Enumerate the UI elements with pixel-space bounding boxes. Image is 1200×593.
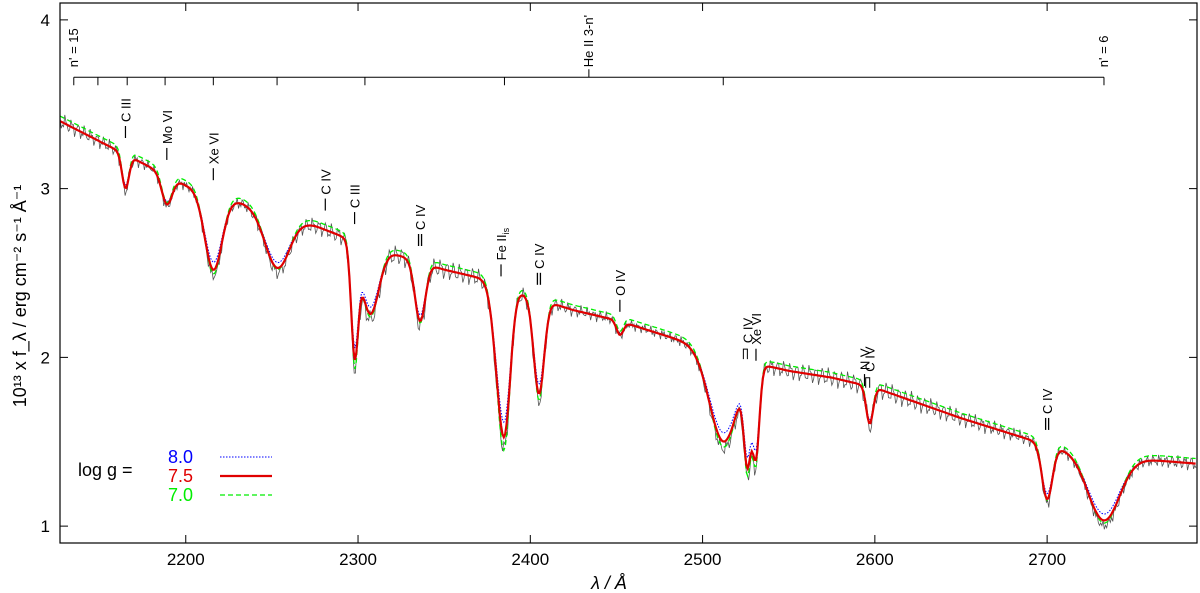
line-id-c-iv: C IV [863,346,878,388]
line-id-c-iv: C IV [413,204,428,246]
line-id-c-iii: C III [348,184,363,225]
legend: log g = 8.07.57.0 [78,447,272,505]
line-id-c-iv: C IV [532,243,547,285]
x-axis-title: λ / Å [590,573,627,593]
line-id-label: Mo VI [160,110,175,144]
series-7-5-line [59,120,1196,522]
line-id-label: C III [118,98,133,122]
axes-layer: 2200 2300 2400 2500 2600 2700 1 2 3 4 [41,3,1197,569]
line-id-label: C IV [740,317,755,343]
he-ii-right-label: n' = 6 [1096,35,1111,67]
series-7-0-line [59,115,1196,524]
he-ii-series-layer: n' = 15 He II 3-n' n' = 6 [66,15,1111,86]
line-id-o-iv: O IV [613,269,628,312]
line-id-label: N V [858,348,873,370]
y-tick-label: 4 [41,11,50,30]
legend-label-8-0: 8.0 [168,447,193,467]
legend-label-7-5: 7.5 [168,466,193,486]
x-tick-label: 2700 [1028,550,1066,569]
line-id-label: O IV [613,269,628,295]
line-id-label: C III [348,184,363,208]
series-observed-line [59,114,1197,530]
x-tick-label: 2600 [856,550,894,569]
line-id-c-iv: C IV [1040,388,1055,430]
y-tick-label: 3 [41,180,50,199]
line-id-label: C IV [413,204,428,230]
line-id-c-iii: C III [118,98,133,138]
y-tick-label: 2 [41,348,50,367]
line-id-fe-ii: Fe IIis [494,227,511,277]
he-ii-left-label: n' = 15 [66,28,81,67]
y-axis-title: 10¹³ x f_λ / erg cm⁻² s⁻¹ Å⁻¹ [10,185,31,408]
line-id-xe-vi: Xe VI [206,132,221,181]
line-id-label: C IV [532,243,547,269]
line-id-n-v: N V [858,348,873,387]
y-tick-label: 1 [41,517,50,536]
line-id-label: Xe VI [206,132,221,164]
line-id-c-iv: C IV [740,317,755,360]
plot-frame [59,2,1198,544]
x-tick-label: 2500 [684,550,722,569]
line-id-xe-vi: Xe VI [749,313,764,361]
x-tick-label: 2200 [167,550,205,569]
line-id-label: C IV [318,169,333,195]
x-tick-label: 2300 [339,550,377,569]
spectra-layer [59,114,1197,530]
legend-label-7-0: 7.0 [168,485,193,505]
line-id-mo-vi: Mo VI [160,110,175,160]
x-tick-label: 2400 [511,550,549,569]
series-8-0-line [59,120,1196,515]
line-id-label: C IV [1040,388,1055,414]
line-id-label: C IV [863,346,878,372]
he-ii-center-label: He II 3-n' [581,15,596,67]
line-id-label: Fe IIis [494,227,511,260]
line-id-label: Xe VI [749,313,764,345]
line-id-c-iv: C IV [318,169,333,211]
legend-prefix: log g = [78,460,133,480]
